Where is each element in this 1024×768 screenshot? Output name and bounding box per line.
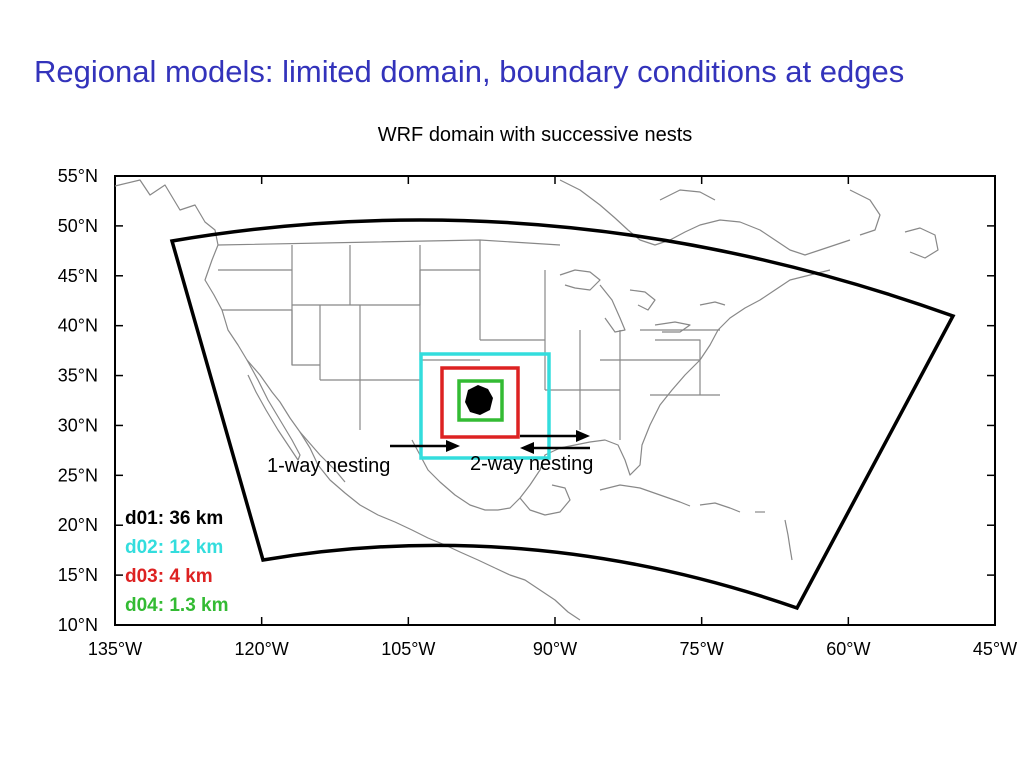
map-subtitle: WRF domain with successive nests [377,124,693,146]
one-way-nesting-label: 1-way nesting [267,455,391,477]
latitude-tick-label: 50°N [58,216,98,236]
longitude-tick-label: 120°W [235,639,289,659]
plot-frame [114,175,996,626]
latitude-tick-label: 25°N [58,465,98,485]
latitude-tick-label: 45°N [58,266,98,286]
two-way-arrow-left [520,442,590,454]
domain-d03-outline [440,366,520,439]
latitude-tick-label: 30°N [58,415,98,435]
latitude-tick-label: 10°N [58,615,98,635]
longitude-tick-label: 75°W [680,639,724,659]
latitude-tick-label: 15°N [58,565,98,585]
latitude-tick-label: 20°N [58,515,98,535]
innermost-region [465,385,493,415]
two-way-arrow-right [520,430,590,442]
longitude-tick-label: 60°W [826,639,870,659]
legend-entry-d03: d03: 4 km [125,566,213,587]
one-way-arrow [390,440,460,452]
longitude-tick-label: 105°W [381,639,435,659]
two-way-nesting-label: 2-way nesting [470,453,594,475]
latitude-tick-label: 40°N [58,316,98,336]
domain-legend: d01: 36 km d02: 12 km d03: 4 km d04: 1.3 km [125,508,229,616]
domain-d04-outline [457,379,504,422]
longitude-tick-label: 45°W [973,639,1017,659]
axis-ticks [114,175,996,626]
latitude-tick-label: 55°N [58,166,98,186]
basemap-lines [114,179,939,621]
slide-title: Regional models: limited domain, boundar… [34,54,905,89]
latitude-axis: 55°N 50°N 45°N 40°N 35°N 30°N 25°N 20°N 15°N 10°N [58,166,98,635]
longitude-axis: 135°W 120°W 105°W 90°W 75°W 60°W 45°W [88,639,1017,659]
legend-entry-d02: d02: 12 km [125,537,223,558]
longitude-tick-label: 90°W [533,639,577,659]
legend-entry-d01: d01: 36 km [125,508,223,529]
longitude-tick-label: 135°W [88,639,142,659]
domain-d01-outline [169,218,956,611]
domain-d02-outline [419,352,551,460]
legend-entry-d04: d04: 1.3 km [125,595,229,616]
latitude-tick-label: 35°N [58,366,98,386]
